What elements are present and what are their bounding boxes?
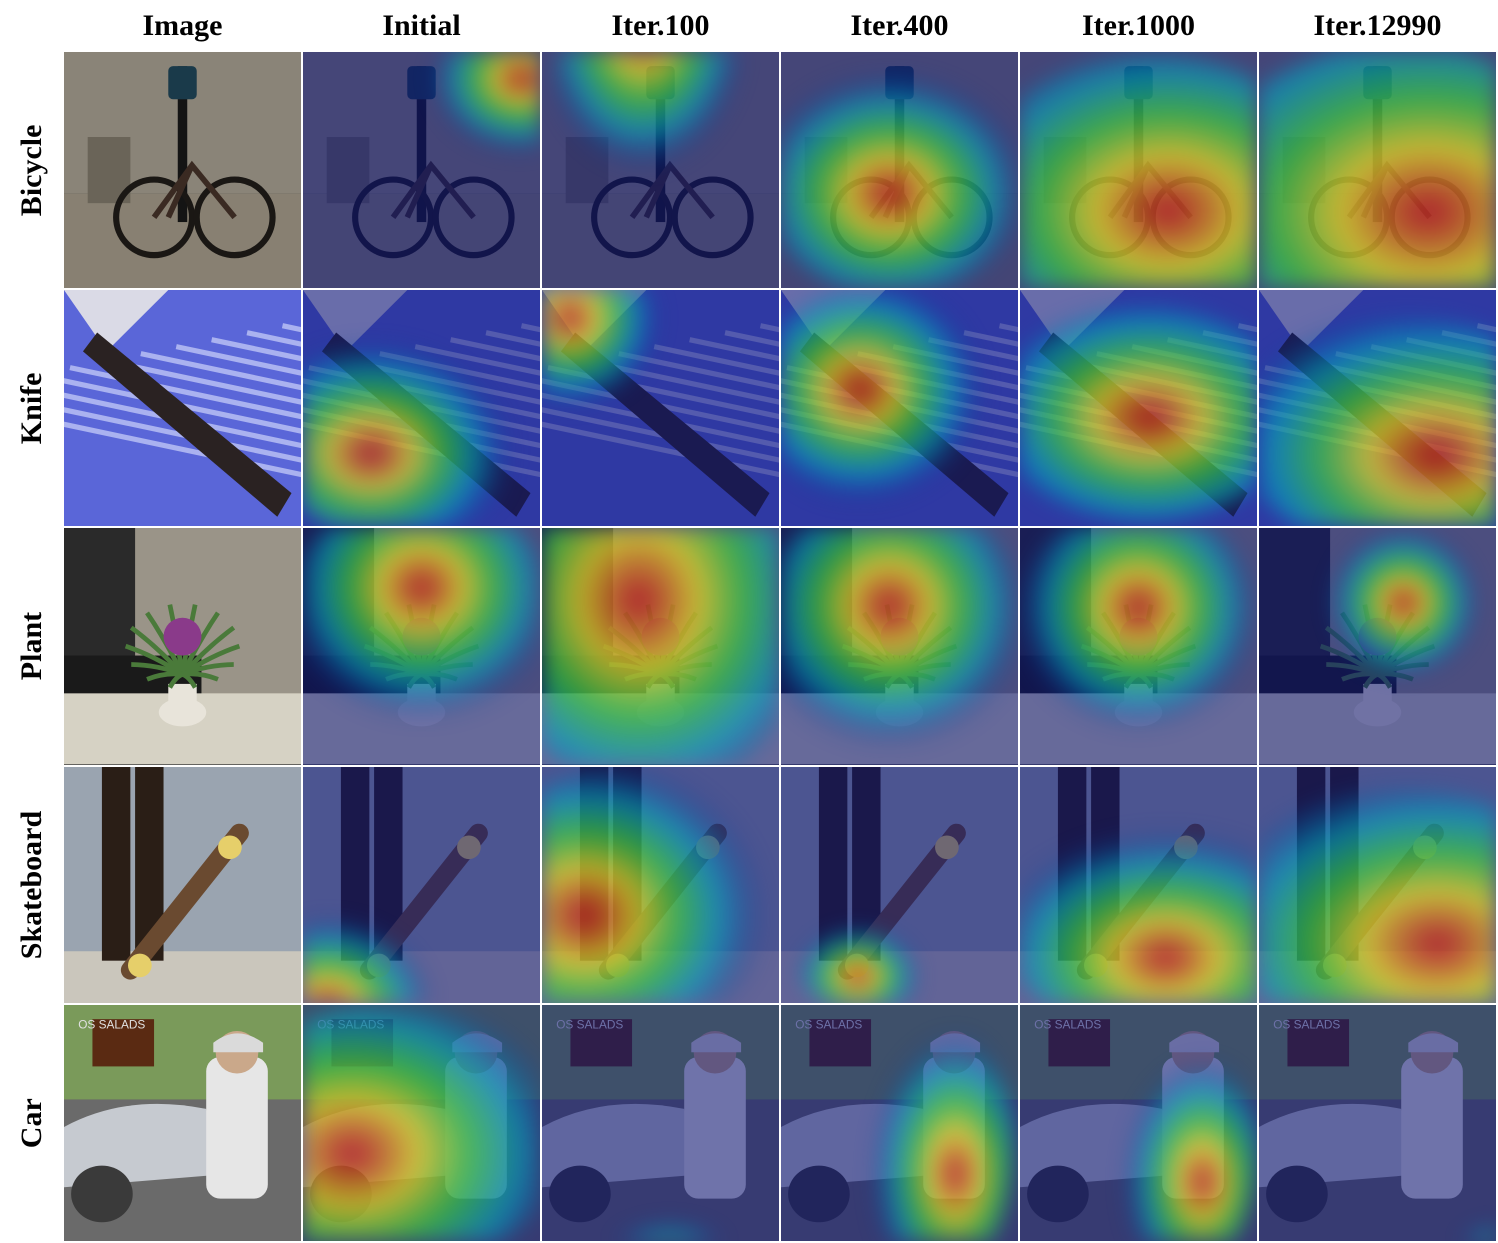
cell-r4-c1: OS SALADS [303,1005,540,1241]
cell-r1-c2 [542,290,779,526]
cell-r2-c4 [1020,528,1257,764]
heatmap-overlay [542,52,779,288]
cell-r2-c0 [64,528,301,764]
heatmap-overlay [303,767,540,1003]
cell-r0-c4 [1020,52,1257,288]
heatmap-overlay [781,290,1018,526]
cell-r3-c3 [781,767,1018,1003]
cell-r1-c5 [1259,290,1496,526]
heatmap-overlay [542,290,779,526]
col-header-5: Iter.12990 [1259,2,1496,50]
heatmap-overlay [303,528,540,764]
scene-thumbnail [64,52,301,288]
cell-r0-c5 [1259,52,1496,288]
heatmap-overlay [1020,290,1257,526]
heatmap-overlay [781,1005,1018,1241]
row-label-skateboard: Skateboard [2,767,62,1003]
heatmap-overlay [1259,528,1496,764]
col-header-2: Iter.100 [542,2,779,50]
cell-r0-c1 [303,52,540,288]
heatmap-overlay [542,1005,779,1241]
cell-r4-c4: OS SALADS [1020,1005,1257,1241]
row-label-knife: Knife [2,290,62,526]
heatmap-overlay [1259,52,1496,288]
row-label-car: Car [2,1005,62,1241]
cell-r3-c4 [1020,767,1257,1003]
cell-r4-c5: OS SALADS [1259,1005,1496,1241]
cell-r0-c2 [542,52,779,288]
cell-r0-c0 [64,52,301,288]
heatmap-overlay [781,52,1018,288]
heatmap-overlay [1259,1005,1496,1241]
row-label-plant: Plant [2,528,62,764]
scene-thumbnail: OS SALADS [64,1005,301,1241]
cell-r3-c1 [303,767,540,1003]
row-label-bicycle: Bicycle [2,52,62,288]
cell-r1-c4 [1020,290,1257,526]
cell-r1-c1 [303,290,540,526]
heatmap-overlay [1259,290,1496,526]
col-header-4: Iter.1000 [1020,2,1257,50]
col-header-3: Iter.400 [781,2,1018,50]
cell-r3-c2 [542,767,779,1003]
scene-thumbnail [64,767,301,1003]
grid-corner [2,2,62,50]
cell-r2-c5 [1259,528,1496,764]
heatmap-overlay [542,528,779,764]
cell-r2-c3 [781,528,1018,764]
cell-r1-c3 [781,290,1018,526]
col-header-1: Initial [303,2,540,50]
heatmap-overlay [1020,1005,1257,1241]
heatmap-overlay [303,1005,540,1241]
svg-text:OS SALADS: OS SALADS [78,1017,145,1031]
cell-r4-c2: OS SALADS [542,1005,779,1241]
heatmap-overlay [303,290,540,526]
heatmap-iteration-grid: ImageInitialIter.100Iter.400Iter.1000Ite… [0,0,1498,1243]
cell-r4-c0: OS SALADS [64,1005,301,1241]
cell-r0-c3 [781,52,1018,288]
cell-r4-c3: OS SALADS [781,1005,1018,1241]
cell-r3-c0 [64,767,301,1003]
heatmap-overlay [1020,767,1257,1003]
scene-thumbnail [64,290,301,526]
heatmap-overlay [542,767,779,1003]
heatmap-overlay [1020,52,1257,288]
heatmap-overlay [781,767,1018,1003]
cell-r1-c0 [64,290,301,526]
cell-r3-c5 [1259,767,1496,1003]
heatmap-overlay [1020,528,1257,764]
cell-r2-c2 [542,528,779,764]
scene-thumbnail [64,528,301,764]
cell-r2-c1 [303,528,540,764]
heatmap-overlay [781,528,1018,764]
col-header-0: Image [64,2,301,50]
heatmap-overlay [303,52,540,288]
heatmap-overlay [1259,767,1496,1003]
